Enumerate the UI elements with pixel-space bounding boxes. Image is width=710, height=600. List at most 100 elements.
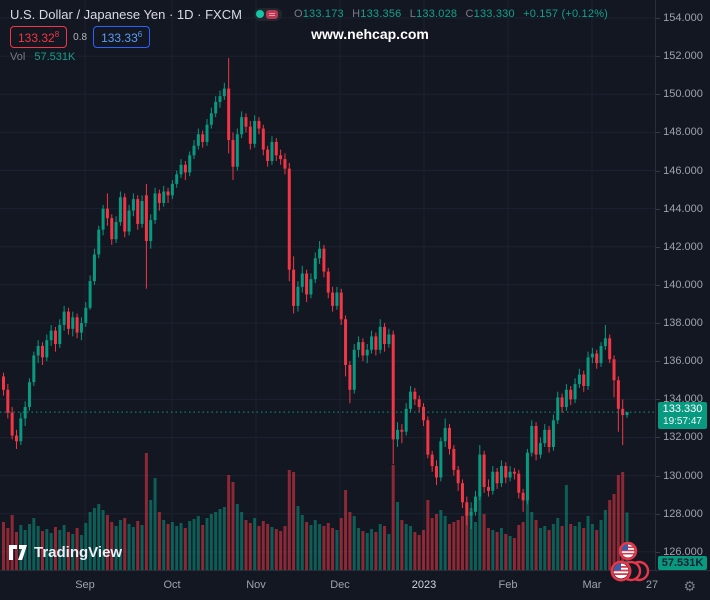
- candle: [331, 292, 335, 306]
- volume-bar: [400, 520, 404, 570]
- volume-bar: [58, 530, 62, 570]
- candle: [179, 164, 183, 175]
- candle: [543, 429, 547, 444]
- volume-bar: [443, 516, 447, 570]
- price-scale[interactable]: 154.000 152.000 150.000 148.000 146.000 144.0…: [655, 0, 710, 570]
- volume-bar: [127, 524, 131, 570]
- volume-bar: [166, 524, 170, 570]
- candle: [521, 492, 525, 501]
- volume-bar: [447, 524, 451, 570]
- volume-bar: [287, 470, 291, 570]
- volume-bar: [10, 515, 14, 570]
- volume-bar: [170, 522, 174, 570]
- price-tick-mark: [656, 399, 660, 401]
- price-tick-label: 132.000: [663, 431, 703, 444]
- close-label: C: [465, 8, 474, 20]
- candle: [62, 311, 66, 325]
- volume-bar: [257, 526, 261, 570]
- price-tick-label: 126.000: [663, 545, 703, 558]
- price-tick-mark: [656, 513, 660, 515]
- price-tick-label: 144.000: [663, 202, 703, 215]
- candle: [205, 124, 209, 142]
- chart-legend: U.S. Dollar / Japanese Yen · 1D · FXCM O…: [10, 4, 608, 63]
- volume-bar: [140, 525, 144, 570]
- volume-bar: [569, 524, 573, 570]
- candle: [344, 319, 348, 366]
- price-tick-label: 142.000: [663, 240, 703, 253]
- candle: [214, 101, 218, 114]
- volume-bar: [517, 525, 521, 570]
- candle: [599, 345, 603, 364]
- volume-bar: [2, 522, 5, 570]
- price-tick-mark: [656, 56, 660, 58]
- economic-event-flag-icons[interactable]: [602, 536, 658, 586]
- volume-bar: [357, 528, 361, 570]
- volume-bar: [430, 518, 434, 570]
- trade-toggle-icon[interactable]: [253, 7, 282, 21]
- candle: [621, 408, 625, 416]
- buy-ask-button[interactable]: 133.336: [93, 26, 151, 48]
- volume-bar: [508, 536, 512, 570]
- candle: [240, 117, 244, 135]
- candle: [183, 164, 187, 173]
- price-tick-mark: [656, 475, 660, 477]
- time-tick-label: Feb: [498, 579, 518, 591]
- tradingview-attribution-link[interactable]: TradingView: [8, 544, 122, 561]
- gear-icon[interactable]: ⚙: [683, 578, 696, 594]
- volume-indicator-legend[interactable]: Vol 57.531K: [10, 51, 608, 63]
- candle: [157, 193, 161, 203]
- candle: [131, 199, 135, 211]
- volume-bar: [534, 520, 538, 570]
- volume-bar: [478, 492, 482, 570]
- volume-bar: [413, 532, 417, 570]
- candle: [257, 120, 261, 129]
- bar-countdown: 19:57:47: [663, 416, 702, 427]
- candle: [473, 496, 477, 512]
- candle: [547, 429, 551, 447]
- volume-bar: [521, 522, 525, 570]
- volume-bar: [240, 512, 244, 570]
- candle: [279, 155, 283, 160]
- candle: [383, 326, 387, 345]
- time-scale[interactable]: Sep Oct Nov Dec 2023 Feb Mar 27: [0, 570, 710, 600]
- sell-bid-button[interactable]: 133.328: [10, 26, 68, 48]
- volume-bar: [118, 520, 122, 570]
- candle: [244, 117, 248, 127]
- volume-bar: [361, 531, 365, 570]
- volume-bar: [235, 504, 239, 570]
- volume-bar: [253, 518, 257, 570]
- change-value: +0.157 (+0.12%): [523, 8, 609, 20]
- candle: [40, 345, 44, 358]
- price-tick-label: 128.000: [663, 507, 703, 520]
- volume-bar: [292, 472, 296, 570]
- volume-bar: [97, 504, 101, 570]
- watermark-text: www.nehcap.com: [311, 26, 429, 42]
- symbol-title[interactable]: U.S. Dollar / Japanese Yen · 1D · FXCM: [10, 6, 242, 22]
- volume-bar: [473, 522, 477, 570]
- price-tick-label: 148.000: [663, 126, 703, 139]
- candle: [292, 269, 296, 306]
- volume-bar: [144, 453, 148, 570]
- candle: [105, 208, 109, 219]
- volume-bar: [183, 528, 187, 570]
- candle: [71, 317, 75, 329]
- candle: [192, 145, 196, 156]
- volume-bar: [391, 465, 395, 570]
- time-tick-label: Mar: [582, 579, 602, 591]
- volume-bar: [88, 512, 92, 570]
- last-price-value: 133.330: [662, 403, 703, 415]
- candle: [534, 426, 538, 455]
- candle: [283, 159, 287, 169]
- volume-bar: [266, 524, 270, 570]
- volume-bar: [326, 523, 330, 570]
- candle: [465, 502, 469, 516]
- volume-bar: [248, 523, 252, 570]
- volume-bar: [305, 522, 309, 570]
- volume-bar: [482, 514, 486, 570]
- high-label: H: [352, 8, 361, 20]
- candle: [313, 258, 317, 280]
- volume-axis-badge: 57.531K: [658, 556, 707, 570]
- price-tick-label: 140.000: [663, 278, 703, 291]
- candle: [153, 193, 157, 221]
